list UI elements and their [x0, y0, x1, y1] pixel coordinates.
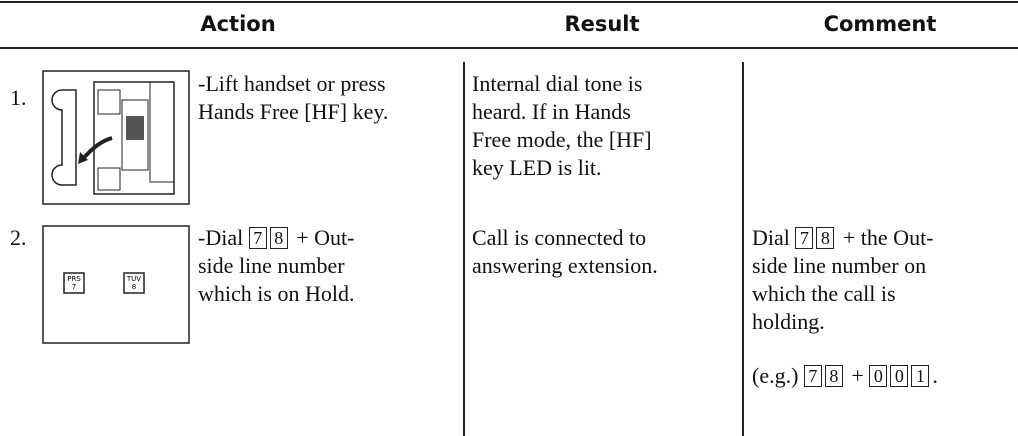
key-symbol: 1: [911, 365, 930, 387]
key-symbol: 7: [248, 227, 267, 249]
key-symbol: 7: [795, 227, 814, 249]
key-letters: PRS: [67, 275, 81, 283]
column-divider: [463, 62, 465, 436]
action-text: -Lift handset or press Hands Free [HF] ke…: [198, 70, 388, 126]
step-number: 2.: [10, 225, 27, 250]
text-line: Hands Free [HF] key.: [198, 98, 388, 126]
result-text: Call is connected to answering extension.: [472, 224, 658, 280]
text-run: which the call is: [752, 281, 896, 306]
text-run: heard. If in Hands: [472, 99, 631, 124]
key-symbol: 8: [269, 227, 288, 249]
text-line: which the call is: [752, 280, 938, 308]
phone-illustration: [42, 70, 190, 205]
header-rule: [0, 47, 1018, 49]
text-run: + the Out-: [837, 225, 934, 250]
text-run: (e.g.): [752, 363, 804, 388]
key-letters: TUV: [126, 275, 141, 283]
text-run: Dial: [752, 225, 796, 250]
text-run: answering extension.: [472, 253, 658, 278]
text-run: key LED is lit.: [472, 155, 602, 180]
result-text: Internal dial tone is heard. If in Hands F…: [472, 70, 652, 182]
key-digit: 7: [72, 283, 76, 291]
column-header: Result: [564, 12, 640, 36]
text-line: side line number: [198, 252, 354, 280]
text-line: holding.: [752, 308, 938, 336]
column-header: Comment: [823, 12, 937, 36]
text-run: Internal dial tone is: [472, 71, 643, 96]
text-run: +: [845, 363, 870, 388]
text-run: side line number: [198, 253, 345, 278]
key-symbol: 0: [890, 365, 909, 387]
text-run: -Lift handset or press: [198, 71, 386, 96]
text-run: Free mode, the [HF]: [472, 127, 652, 152]
text-run: + Out-: [290, 225, 355, 250]
text-line: Call is connected to: [472, 224, 658, 252]
text-line: side line number on: [752, 252, 938, 280]
key-symbol: 8: [816, 227, 835, 249]
text-line: heard. If in Hands: [472, 98, 652, 126]
column-header: Action: [200, 12, 276, 36]
step-number: 1.: [10, 85, 27, 110]
key-symbol: 0: [869, 365, 888, 387]
key-symbol: 7: [803, 365, 822, 387]
top-rule: [0, 1, 1018, 3]
text-run: Hands Free [HF] key.: [198, 99, 389, 124]
text-line: answering extension.: [472, 252, 658, 280]
text-line: -Lift handset or press: [198, 70, 388, 98]
text-line: key LED is lit.: [472, 154, 652, 182]
text-run: side line number on: [752, 253, 927, 278]
text-run: holding.: [752, 309, 825, 334]
text-run: Call is connected to: [472, 225, 647, 250]
text-line: which is on Hold.: [198, 280, 354, 308]
text-run: .: [932, 363, 938, 388]
text-run: which is on Hold.: [198, 281, 355, 306]
text-line: Internal dial tone is: [472, 70, 652, 98]
key-symbol: 8: [824, 365, 843, 387]
key-digit: 8: [132, 283, 136, 291]
text-line: Free mode, the [HF]: [472, 126, 652, 154]
column-divider: [742, 62, 744, 436]
keys-illustration: PRS 7 TUV 8: [42, 225, 190, 344]
text-run: -Dial: [198, 225, 249, 250]
